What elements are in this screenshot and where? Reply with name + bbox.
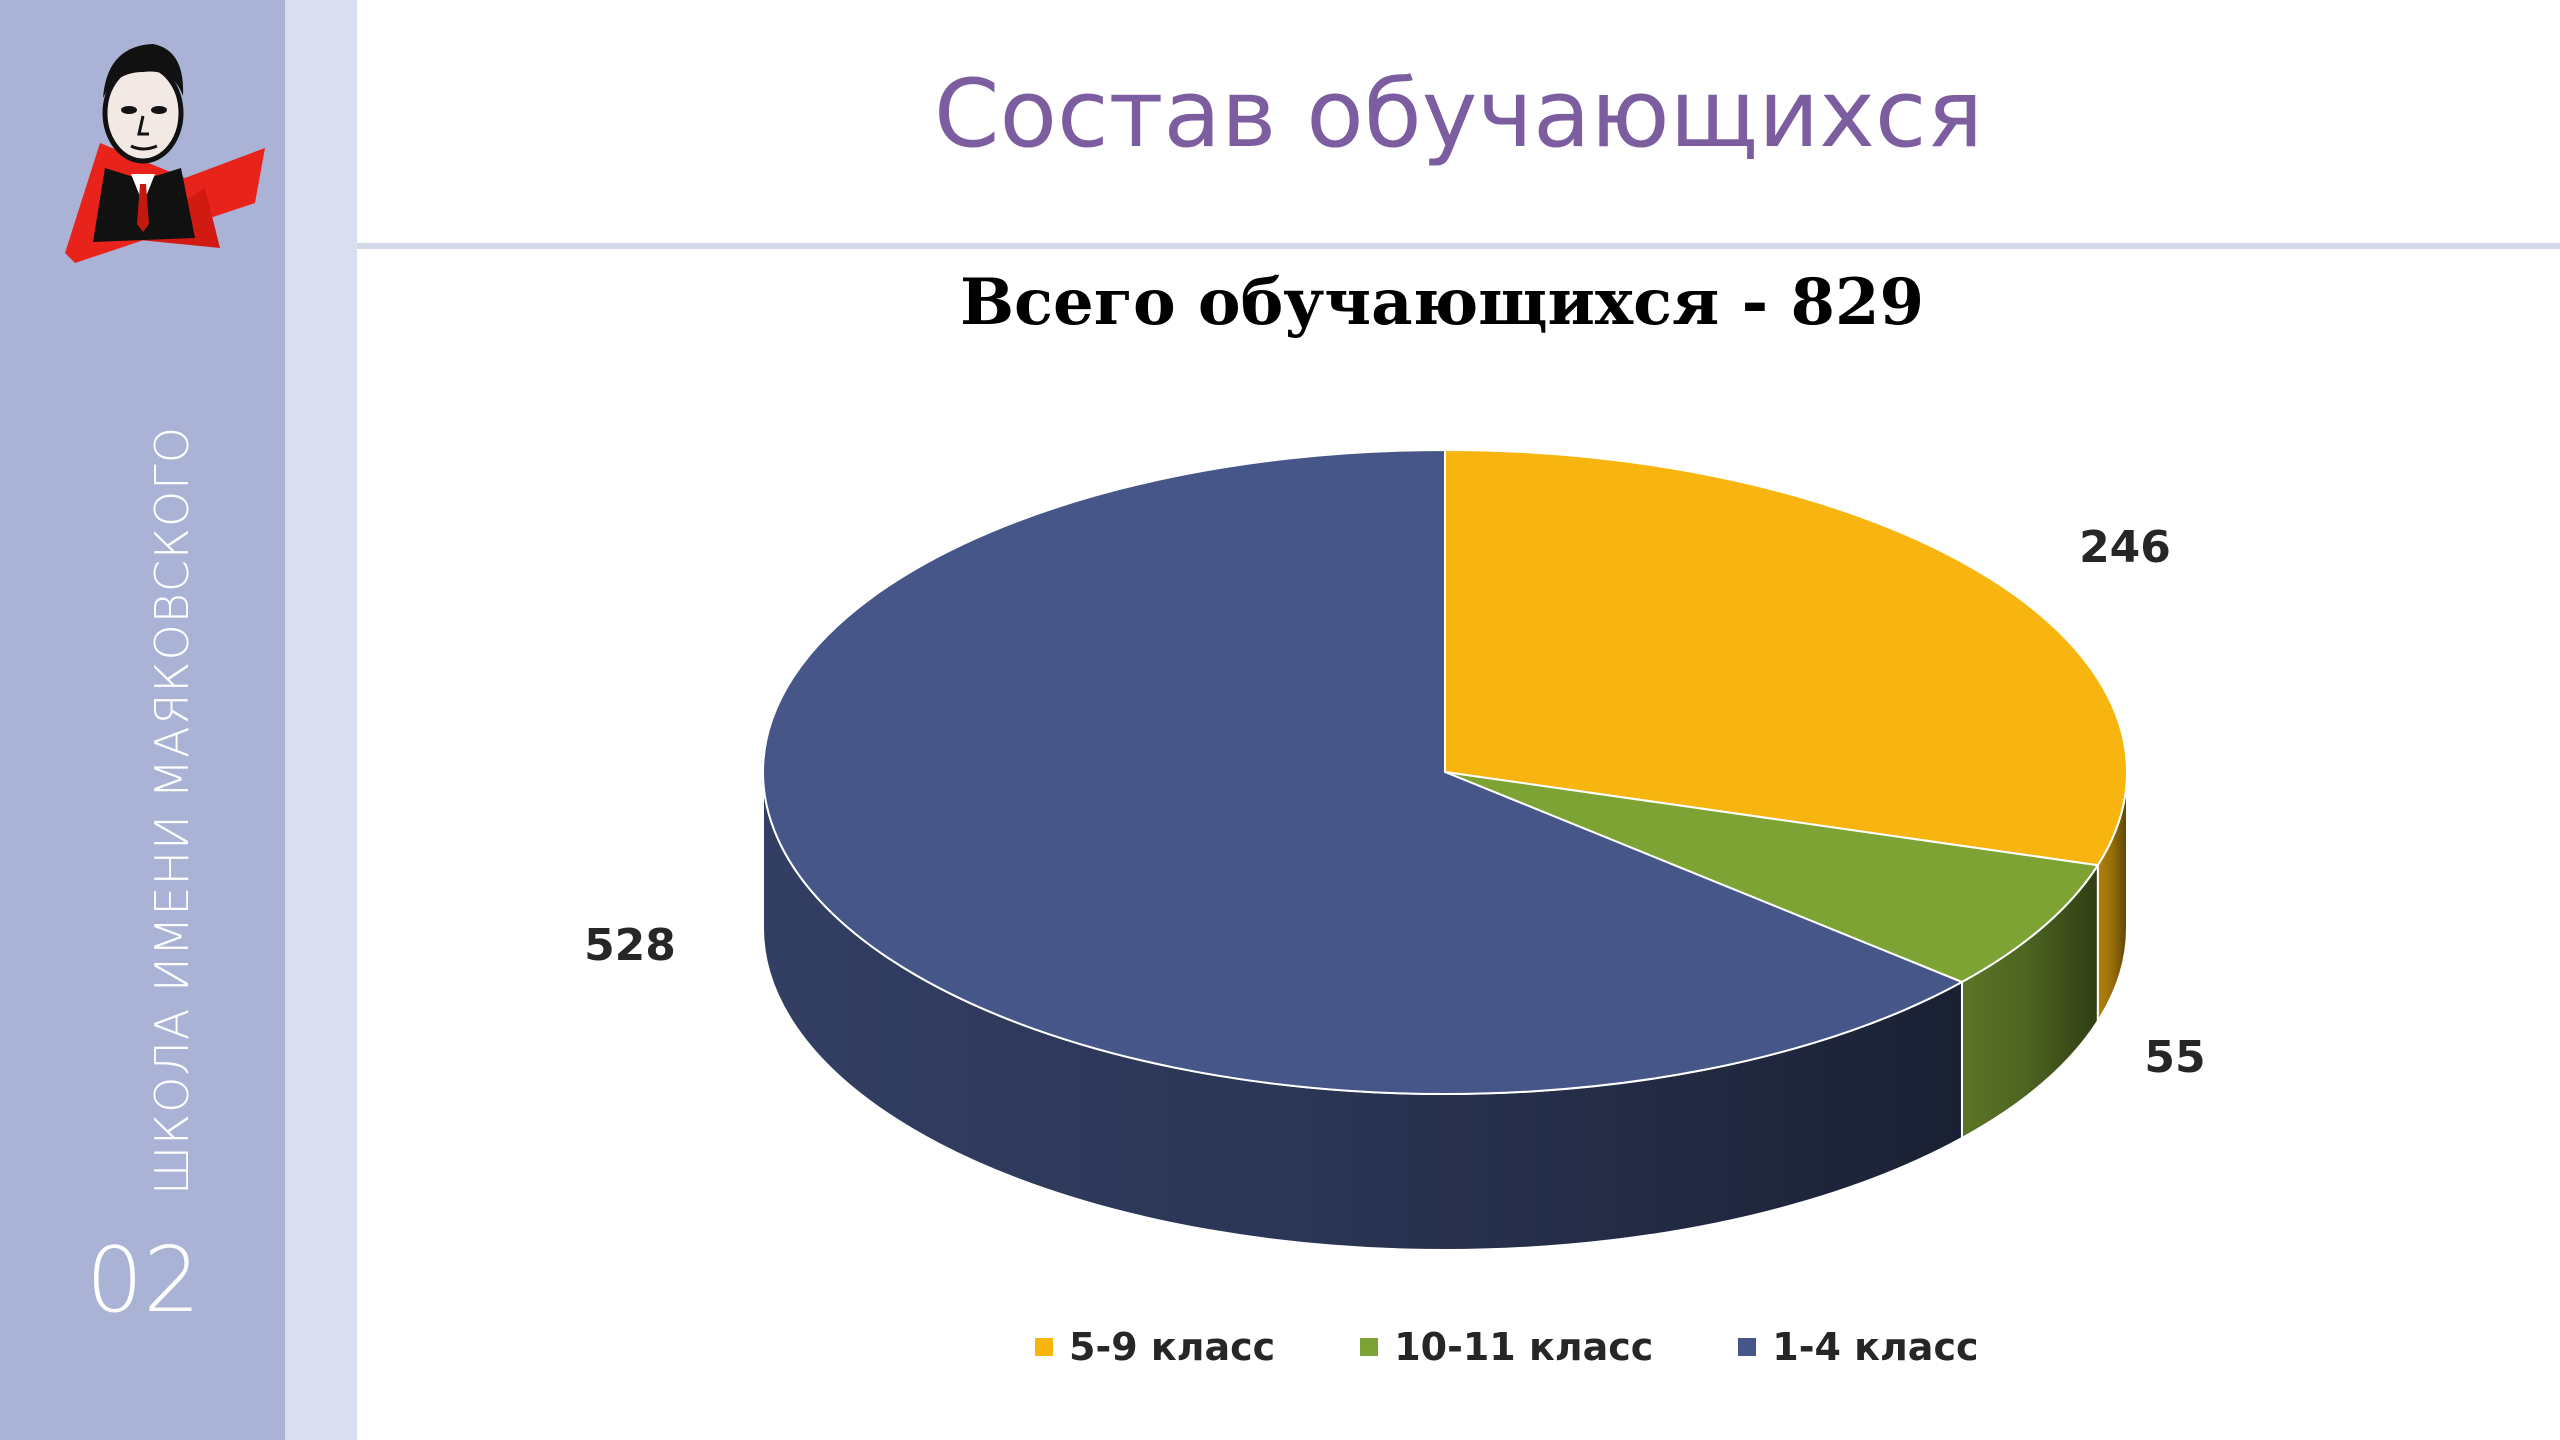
pie-slice-2 xyxy=(762,448,1965,1095)
legend-item: 5-9 класс xyxy=(1035,1325,1275,1369)
data-label-1: 55 xyxy=(2144,1032,2205,1083)
legend-label: 5-9 класс xyxy=(1069,1325,1276,1369)
legend-swatch-10-11 xyxy=(1360,1338,1379,1356)
page-title: Состав обучающихся xyxy=(933,60,1984,169)
sidebar: ШКОЛА ИМЕНИ МАЯКОВСКОГО 02 xyxy=(0,0,285,1440)
title-divider xyxy=(357,243,2560,249)
data-label-0: 246 xyxy=(2079,522,2171,573)
legend-item: 1-4 класс xyxy=(1738,1325,1979,1369)
slide-number: 02 xyxy=(86,1228,201,1333)
sidebar-strip xyxy=(285,0,357,1440)
portrait-logo-icon xyxy=(65,44,265,263)
legend-swatch-5-9 xyxy=(1035,1338,1053,1356)
chart-legend: 5-9 класс 10-11 класс 1-4 класс xyxy=(1035,1325,1979,1369)
chart-title: Всего обучающихся - 829 xyxy=(959,265,1925,340)
data-label-2: 528 xyxy=(584,920,676,971)
legend-swatch-1-4 xyxy=(1738,1338,1757,1356)
legend-label: 1-4 класс xyxy=(1772,1325,1979,1369)
legend-item: 10-11 класс xyxy=(1360,1325,1653,1369)
pie-slice-1 xyxy=(1444,771,2100,984)
pie-slice-0 xyxy=(1444,448,2128,867)
legend-label: 10-11 класс xyxy=(1394,1325,1654,1369)
